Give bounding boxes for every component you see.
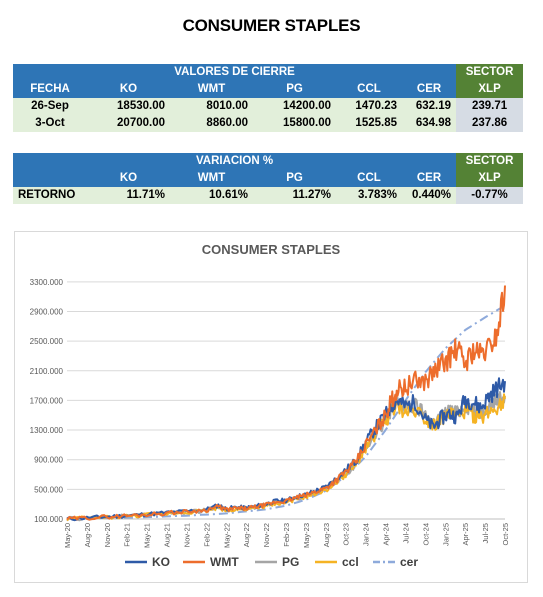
y-tick-label: 3300.000: [30, 278, 64, 287]
table-row: RETORNO 11.71% 10.61% 11.27% 3.783% 0.440% -0.…: [13, 187, 524, 204]
closing-values-header: VALORES DE CIERRE: [13, 64, 457, 81]
table-cell: 26-Sep: [13, 98, 87, 115]
x-tick-label: Nov-20: [103, 523, 112, 547]
x-tick-label: Jul-25: [481, 523, 490, 543]
x-tick-label: Feb-22: [202, 523, 211, 547]
legend-label-pg: PG: [282, 555, 299, 569]
x-tick-label: Nov-22: [262, 523, 271, 547]
x-tick-label: Feb-21: [123, 523, 132, 547]
y-tick-label: 500.000: [34, 485, 63, 494]
column-header: PG: [253, 170, 336, 187]
table-row: 26-Sep 18530.00 8010.00 14200.00 1470.23 632.…: [13, 98, 524, 115]
sector-header: SECTOR: [456, 64, 524, 81]
table-row: 3-Oct 20700.00 8860.00 15800.00 1525.85 634.9…: [13, 115, 524, 132]
table-cell: 18530.00: [87, 98, 170, 115]
legend-label-cer: cer: [400, 555, 418, 569]
column-header: CCL: [336, 170, 402, 187]
series-line-wmt: [66, 285, 506, 521]
table-cell: -0.77%: [456, 187, 524, 204]
table-cell: 237.86: [456, 115, 524, 132]
x-tick-label: Apr-24: [382, 523, 391, 546]
x-tick-label: May-23: [302, 523, 311, 548]
x-tick-label: Oct-23: [342, 523, 351, 546]
y-tick-label: 1700.000: [30, 396, 64, 405]
variation-header: VARIACION %: [13, 153, 457, 170]
table-cell: 11.71%: [87, 187, 170, 204]
x-tick-label: Jan-24: [362, 523, 371, 546]
column-header: PG: [253, 81, 336, 98]
table-cell: 3.783%: [336, 187, 402, 204]
column-header: WMT: [170, 170, 253, 187]
table-cell: 8010.00: [170, 98, 253, 115]
x-tick-label: Apr-25: [461, 523, 470, 546]
table-cell: 3-Oct: [13, 115, 87, 132]
column-header: XLP: [456, 170, 524, 187]
table-cell: 10.61%: [170, 187, 253, 204]
line-chart: CONSUMER STAPLES 100.000 500.000 900.000 130…: [30, 242, 510, 569]
x-tick-label: Aug-22: [242, 523, 251, 547]
table-cell: 15800.00: [253, 115, 336, 132]
legend-label-ko: KO: [152, 555, 170, 569]
table-cell: 634.98: [402, 115, 457, 132]
column-header: KO: [87, 81, 170, 98]
table-cell: 239.71: [456, 98, 524, 115]
chart-container: CONSUMER STAPLES 100.000 500.000 900.000 130…: [14, 231, 528, 583]
y-tick-label: 100.000: [34, 515, 63, 524]
table-cell: 11.27%: [253, 187, 336, 204]
y-tick-label: 2100.000: [30, 367, 64, 376]
table-cell: 0.440%: [402, 187, 457, 204]
column-header: WMT: [170, 81, 253, 98]
legend-label-ccl: ccl: [342, 555, 359, 569]
page-title: CONSUMER STAPLES: [182, 16, 361, 35]
table-cell: 20700.00: [87, 115, 170, 132]
x-tick-label: Jul-24: [401, 523, 410, 543]
table-cell: 14200.00: [253, 98, 336, 115]
x-tick-label: Aug-21: [163, 523, 172, 547]
x-tick-label: Aug-20: [83, 523, 92, 547]
y-tick-label: 2900.000: [30, 307, 64, 316]
x-tick-label: May-22: [222, 523, 231, 548]
table-cell: 632.19: [402, 98, 457, 115]
table-cell: 1525.85: [336, 115, 402, 132]
x-tick-label: Oct-25: [501, 523, 510, 546]
x-tick-label: Aug-23: [322, 523, 331, 547]
column-header: XLP: [456, 81, 524, 98]
column-header: KO: [87, 170, 170, 187]
x-tick-label: Nov-21: [182, 523, 191, 547]
x-tick-label: Feb-23: [282, 523, 291, 547]
y-tick-label: 900.000: [34, 456, 63, 465]
table-cell: RETORNO: [13, 187, 87, 204]
legend-label-wmt: WMT: [210, 555, 239, 569]
x-tick-label: May-20: [63, 523, 72, 548]
column-header: CER: [402, 170, 457, 187]
sector-header-2: SECTOR: [456, 153, 524, 170]
closing-values-table: VALORES DE CIERRE SECTOR FECHA KO WMT PG CCL…: [13, 64, 524, 140]
column-header: CER: [402, 81, 457, 98]
table-cell: 8860.00: [170, 115, 253, 132]
column-header: CCL: [336, 81, 402, 98]
variation-table: VARIACION % SECTOR KO WMT PG CCL CER XLP RETO…: [13, 153, 524, 204]
chart-title: CONSUMER STAPLES: [202, 242, 341, 257]
x-tick-label: May-21: [143, 523, 152, 548]
y-tick-label: 1300.000: [30, 426, 64, 435]
x-tick-label: Oct-24: [421, 523, 430, 546]
table-cell: 1470.23: [336, 98, 402, 115]
y-tick-label: 2500.000: [30, 337, 64, 346]
column-header: FECHA: [13, 81, 87, 98]
x-tick-label: Jan-25: [441, 523, 450, 546]
column-header: [13, 170, 87, 187]
